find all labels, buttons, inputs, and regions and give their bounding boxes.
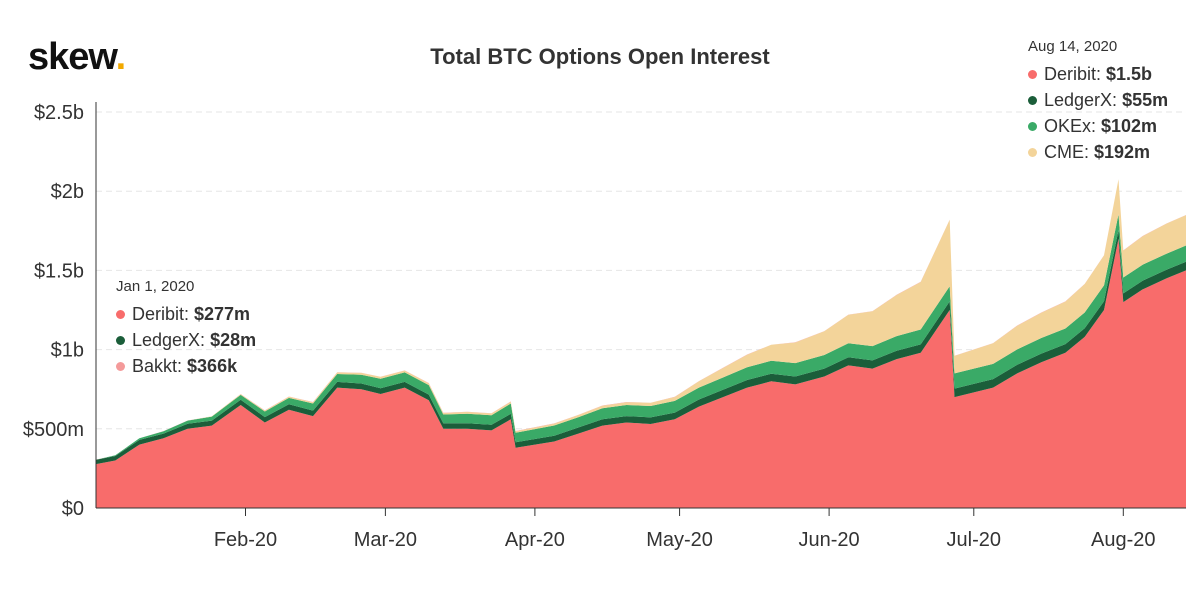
callout-value: $55m — [1122, 89, 1169, 110]
callout-label: LedgerX: — [132, 329, 206, 350]
callout-value: $28m — [210, 329, 257, 350]
legend-dot — [1028, 121, 1037, 131]
callout-value: $192m — [1094, 141, 1151, 162]
y-tick-label: $0 — [62, 498, 84, 520]
legend-dot — [116, 335, 125, 345]
callout-item-deribit: Deribit: $277m — [116, 301, 256, 327]
callout-end: Aug 14, 2020 Deribit: $1.5b LedgerX: $55m OK… — [1028, 38, 1168, 165]
callout-item-bakkt: Bakkt: $366k — [116, 353, 256, 379]
y-tick-label: $2.5b — [34, 102, 84, 124]
callout-label: Deribit: — [1044, 63, 1102, 84]
callout-value: $366k — [187, 355, 238, 376]
callout-start-date: Jan 1, 2020 — [116, 278, 195, 295]
y-tick-label: $500m — [23, 419, 84, 441]
legend-dot — [1028, 95, 1037, 105]
area-okex — [96, 214, 1186, 460]
legend-dot — [1028, 69, 1037, 79]
series-areas — [96, 179, 1186, 508]
callout-label: CME: — [1044, 141, 1089, 162]
area-cme — [96, 179, 1186, 460]
x-tick-label: May-20 — [646, 529, 713, 551]
brand-dot: . — [115, 36, 127, 78]
x-tick-label: Jun-20 — [799, 529, 860, 551]
x-tick-label: Jul-20 — [947, 529, 1001, 551]
area-deribit — [96, 238, 1186, 508]
x-tick-label: Apr-20 — [505, 529, 565, 551]
axes: $0 $500m $1b $1.5b $2b $2.5b Feb-20 Mar-20 Apr-2… — [23, 102, 1186, 551]
callout-label: OKEx: — [1044, 115, 1097, 136]
y-tick-label: $1.5b — [34, 260, 84, 282]
callout-value: $102m — [1101, 115, 1158, 136]
callout-label: Deribit: — [132, 303, 190, 324]
callout-item-cme: CME: $192m — [1028, 139, 1168, 165]
callout-end-date: Aug 14, 2020 — [1028, 38, 1118, 55]
chart-title: Total BTC Options Open Interest — [430, 44, 770, 69]
x-tick-label: Aug-20 — [1091, 529, 1156, 551]
legend-dot — [1028, 147, 1037, 157]
brand-logo: skew. — [28, 36, 127, 79]
y-tick-label: $1b — [51, 340, 84, 362]
y-tick-label: $2b — [51, 181, 84, 203]
callout-item-ledgerx: LedgerX: $55m — [1028, 87, 1168, 113]
callout-value: $277m — [194, 303, 251, 324]
x-tick-label: Mar-20 — [354, 529, 417, 551]
legend-dot — [116, 361, 125, 371]
callout-value: $1.5b — [1106, 63, 1153, 84]
callout-item-deribit: Deribit: $1.5b — [1028, 61, 1168, 87]
callout-item-ledgerx: LedgerX: $28m — [116, 327, 256, 353]
legend-dot — [116, 309, 125, 319]
area-ledgerx — [96, 230, 1186, 465]
x-tick-label: Feb-20 — [214, 529, 277, 551]
callout-label: LedgerX: — [1044, 89, 1118, 110]
callout-start: Jan 1, 2020 Deribit: $277m LedgerX: $28m Bak… — [116, 278, 256, 379]
callout-label: Bakkt: — [132, 355, 183, 376]
brand-name: skew — [28, 36, 117, 78]
callout-item-okex: OKEx: $102m — [1028, 113, 1168, 139]
